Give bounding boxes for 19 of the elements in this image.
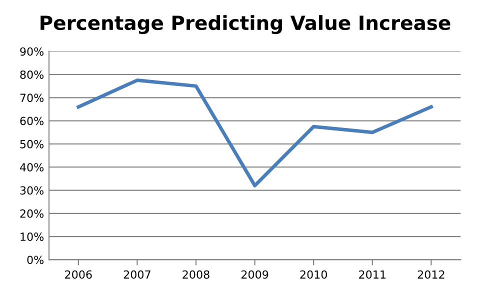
- y-tick-label: 50%: [20, 140, 44, 148]
- y-tick-label: 60%: [20, 116, 44, 126]
- y-tick-label: 30%: [20, 186, 44, 195]
- x-tick-label: 2012: [418, 270, 444, 279]
- y-tick-label: 20%: [20, 209, 44, 218]
- x-tick-label: 2006: [65, 270, 92, 279]
- y-tick-label: 40%: [20, 163, 44, 172]
- line-series: [76, 78, 433, 188]
- x-tick-label: 2007: [124, 270, 150, 279]
- y-tick-label: 90%: [20, 47, 44, 56]
- y-tick-label: 0%: [27, 256, 44, 264]
- x-tick-label: 2008: [182, 270, 210, 279]
- chart-title: Percentage Predicting Value Increase: [40, 15, 450, 34]
- y-tick-label: 80%: [20, 70, 44, 79]
- y-tick-label: 10%: [20, 232, 44, 241]
- y-tick-label: 70%: [20, 94, 44, 102]
- x-tick-label: 2010: [300, 270, 327, 279]
- x-tick-label: 2009: [241, 270, 268, 279]
- x-tick-label: 2011: [359, 270, 386, 279]
